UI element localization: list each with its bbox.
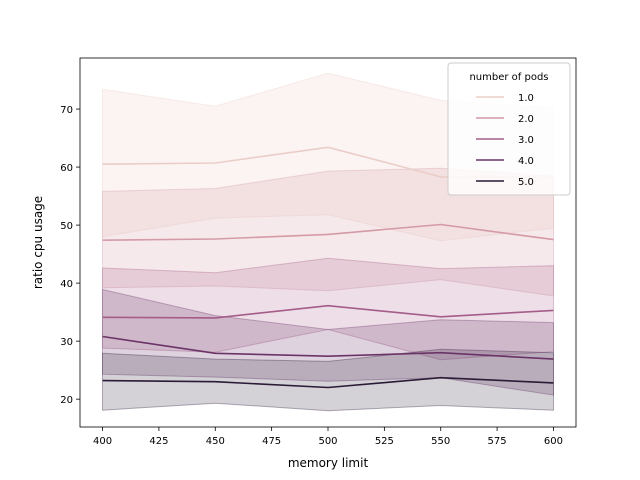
plot-frame	[79, 57, 577, 428]
band-series-4.0	[102, 288, 554, 396]
y-tick-label: 20	[60, 395, 73, 406]
x-tick-label: 450	[206, 436, 225, 447]
y-tick-label: 70	[60, 105, 73, 116]
legend-title: number of pods	[469, 72, 548, 83]
legend-label-4.0: 4.0	[518, 156, 534, 167]
y-tick-label: 30	[60, 337, 73, 348]
x-tick-label: 500	[318, 436, 337, 447]
legend-label-2.0: 2.0	[518, 114, 534, 125]
axes: 400 425 450 475 500 525 550 575 600 20 30 40 50 60 70	[60, 105, 563, 447]
y-axis-label: ratio cpu usage	[31, 196, 45, 289]
legend-box	[447, 62, 571, 196]
x-tick-label: 575	[488, 436, 507, 447]
line-series-4.0	[102, 335, 554, 360]
legend-label-3.0: 3.0	[518, 135, 534, 146]
x-tick-label: 600	[544, 436, 563, 447]
band-series-3.0	[102, 257, 554, 361]
band-series-1.0	[102, 72, 554, 242]
legend-label-1.0: 1.0	[518, 93, 534, 104]
x-tick-label: 525	[375, 436, 394, 447]
y-tick-label: 50	[60, 221, 73, 232]
band-series-5.0	[102, 348, 554, 412]
x-tick-label: 425	[149, 436, 168, 447]
legend[interactable]: number of pods 1.0 2.0 3.0 4.0 5.0	[447, 62, 571, 196]
line-series-2.0	[102, 223, 554, 241]
x-tick-label: 550	[431, 436, 450, 447]
x-axis-label: memory limit	[288, 456, 369, 470]
band-series-2.0	[102, 167, 554, 297]
x-tick-label: 400	[93, 436, 112, 447]
line-series-5.0	[102, 376, 554, 389]
line-series-3.0	[102, 304, 554, 319]
y-tick-label: 60	[60, 163, 73, 174]
legend-label-5.0: 5.0	[518, 177, 534, 188]
x-tick-label: 475	[262, 436, 281, 447]
y-tick-label: 40	[60, 279, 73, 290]
confidence-bands	[102, 72, 554, 412]
